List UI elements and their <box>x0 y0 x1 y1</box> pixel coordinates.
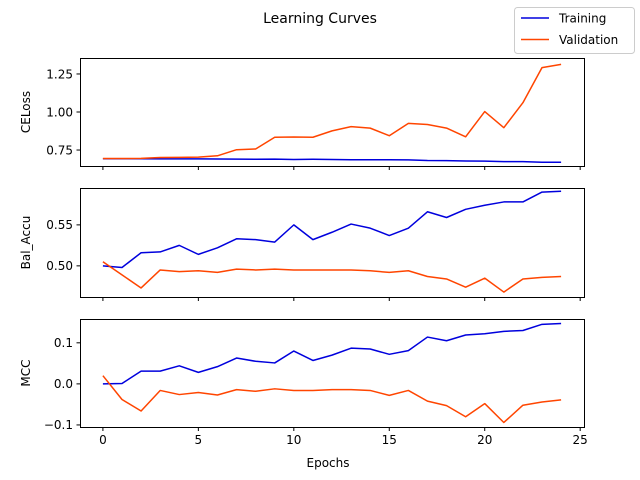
panel-1: 0.75 1.00 1.25 CELoss <box>19 58 585 170</box>
panel-2-validation-line <box>102 261 562 293</box>
panel-3-ytick-label: −0.1 <box>44 418 73 432</box>
panel-1-ytick-label: 1.00 <box>46 105 73 119</box>
legend: Training Validation <box>514 7 635 54</box>
panel-2-ylabel: Bal_Accu <box>19 216 33 270</box>
panel-3-ylabel: MCC <box>19 359 33 386</box>
xtick-label: 20 <box>477 433 492 447</box>
panel-1-ytick-label: 0.75 <box>46 143 73 157</box>
xtick-label: 0 <box>99 433 107 447</box>
xtick-label: 25 <box>573 433 588 447</box>
xtick-label: 15 <box>382 433 397 447</box>
panel-1-ylabel: CELoss <box>19 91 33 133</box>
panel-2-ytick-label: 0.50 <box>46 259 73 273</box>
panel-1-ytick-label: 1.25 <box>46 67 73 81</box>
panel-3-validation-line <box>102 375 562 424</box>
x-axis-label: Epochs <box>307 456 350 470</box>
panel-2-frame <box>80 188 585 298</box>
panel-3-ytick-label: 0.1 <box>54 336 73 350</box>
legend-training-label: Training <box>558 12 606 26</box>
legend-frame <box>514 7 635 54</box>
figure-title: Learning Curves <box>263 11 377 27</box>
panel-1-frame <box>80 58 585 167</box>
panel-3-training-line <box>102 322 562 385</box>
panel-2-training-line <box>102 190 562 269</box>
panel-3-ytick-label: 0.0 <box>54 377 73 391</box>
panel-1-training-line <box>102 157 562 163</box>
panel-2-ytick-label: 0.55 <box>46 218 73 232</box>
panel-3-frame <box>80 319 585 428</box>
xtick-label: 10 <box>286 433 301 447</box>
panel-3: −0.1 0.0 0.1 0 5 10 15 20 25 MCC <box>19 319 588 447</box>
legend-validation-label: Validation <box>559 33 618 47</box>
xtick-label: 5 <box>195 433 203 447</box>
panel-1-validation-line <box>102 63 562 160</box>
panel-2: 0.50 0.55 Bal_Accu <box>19 188 585 301</box>
